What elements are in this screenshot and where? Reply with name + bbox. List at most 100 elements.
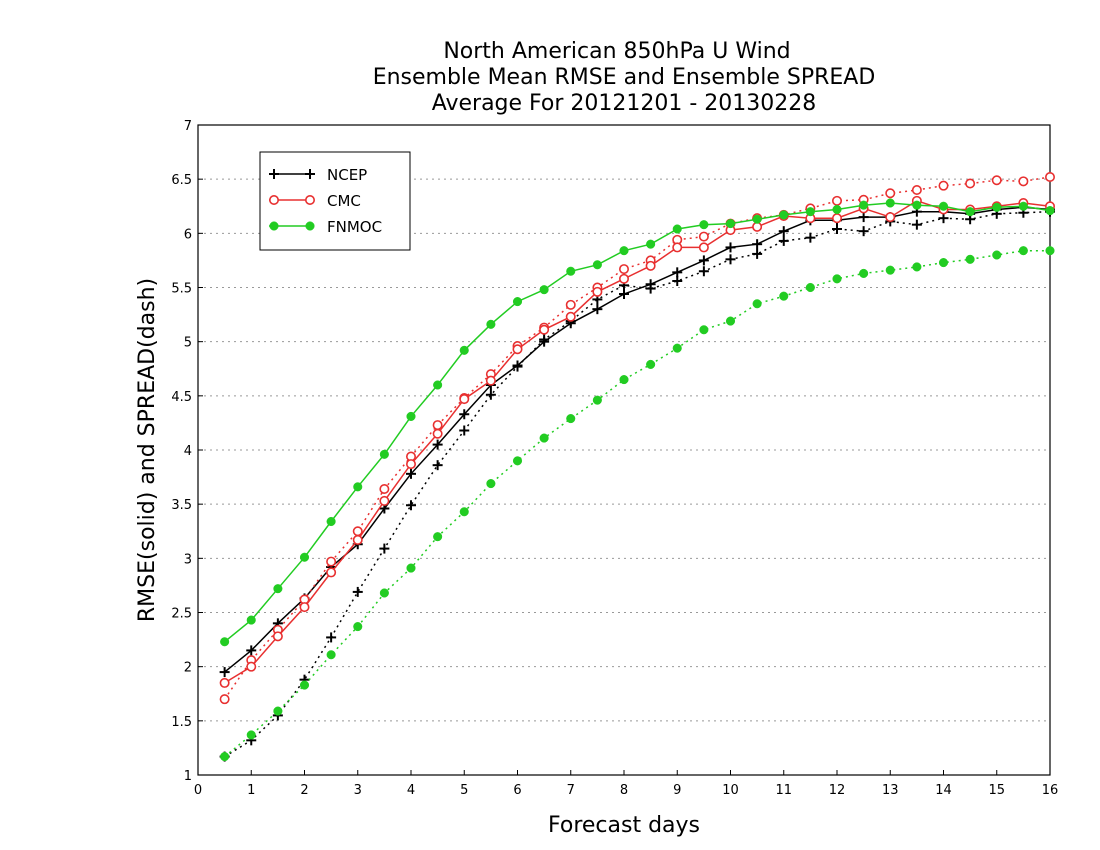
marker-ncep-spread bbox=[911, 219, 922, 230]
marker-cmc-spread bbox=[831, 195, 842, 206]
marker-fnmoc-rmse bbox=[486, 319, 496, 329]
cmc-spread-line bbox=[223, 176, 1051, 700]
marker-fnmoc-rmse bbox=[965, 207, 975, 217]
marker-ncep-spread bbox=[672, 276, 683, 286]
marker-fnmoc-rmse bbox=[1018, 201, 1028, 211]
marker-cmc-rmse bbox=[592, 286, 603, 297]
marker-fnmoc-rmse bbox=[433, 380, 443, 390]
legend-label-cmc: CMC bbox=[327, 192, 361, 210]
marker-fnmoc-rmse bbox=[805, 207, 815, 217]
marker-cmc-rmse bbox=[618, 273, 629, 284]
marker-cmc-spread bbox=[618, 264, 629, 275]
marker-ncep-rmse bbox=[619, 289, 629, 299]
x-tick-label: 1 bbox=[247, 783, 255, 798]
marker-ncep-spread bbox=[752, 248, 763, 259]
marker-fnmoc-spread bbox=[672, 343, 682, 353]
y-axis-label: RMSE(solid) and SPREAD(dash) bbox=[135, 278, 160, 622]
marker-cmc-spread bbox=[885, 188, 896, 199]
x-tick-label: 15 bbox=[988, 783, 1005, 798]
marker-ncep-spread bbox=[406, 500, 416, 511]
marker-ncep-rmse bbox=[645, 279, 656, 290]
marker-fnmoc-spread bbox=[965, 254, 975, 264]
x-tick-label: 3 bbox=[354, 783, 362, 798]
marker-cmc-rmse bbox=[885, 212, 896, 223]
ncep-spread-line bbox=[224, 210, 1051, 758]
legend-label-ncep: NCEP bbox=[327, 166, 367, 184]
marker-fnmoc-rmse bbox=[725, 219, 736, 229]
marker-ncep-rmse bbox=[778, 226, 789, 237]
marker-cmc-spread bbox=[911, 185, 922, 196]
marker-fnmoc-spread bbox=[859, 268, 869, 278]
y-tick-label: 5.5 bbox=[171, 282, 192, 297]
marker-fnmoc-rmse bbox=[273, 584, 283, 594]
marker-fnmoc-spread bbox=[326, 650, 336, 660]
marker-fnmoc-spread bbox=[938, 258, 949, 268]
marker-fnmoc-spread bbox=[539, 433, 549, 443]
marker-fnmoc-spread bbox=[486, 479, 496, 489]
marker-cmc-rmse bbox=[539, 324, 550, 335]
marker-cmc-spread bbox=[938, 180, 949, 191]
chart-title: North American 850hPa U Wind Ensemble Me… bbox=[373, 39, 876, 116]
marker-fnmoc-spread bbox=[646, 359, 656, 369]
y-tick-label: 4.5 bbox=[171, 390, 192, 405]
x-tick-label: 11 bbox=[775, 783, 792, 798]
y-tick-label: 3 bbox=[184, 552, 192, 567]
marker-ncep-rmse bbox=[698, 255, 709, 266]
marker-ncep-spread bbox=[379, 543, 390, 554]
marker-cmc-rmse bbox=[432, 428, 443, 439]
marker-fnmoc-rmse bbox=[859, 200, 869, 210]
marker-fnmoc-spread bbox=[912, 262, 922, 272]
marker-cmc-spread bbox=[1018, 176, 1029, 187]
marker-cmc-spread bbox=[1045, 172, 1056, 183]
marker-fnmoc-rmse bbox=[592, 260, 602, 270]
x-tick-label: 4 bbox=[407, 783, 415, 798]
marker-cmc-rmse bbox=[565, 311, 576, 322]
marker-cmc-rmse bbox=[831, 213, 842, 224]
y-tick-label: 1.5 bbox=[171, 715, 192, 730]
marker-cmc-rmse bbox=[672, 242, 683, 253]
marker-cmc-rmse bbox=[405, 459, 416, 470]
marker-ncep-rmse bbox=[406, 468, 416, 479]
x-tick-label: 6 bbox=[513, 783, 521, 798]
y-tick-label: 5 bbox=[184, 336, 192, 351]
y-tick-label: 2.5 bbox=[171, 607, 192, 622]
marker-cmc-spread bbox=[379, 483, 390, 494]
marker-fnmoc-rmse bbox=[326, 516, 336, 527]
marker-ncep-spread bbox=[352, 586, 363, 597]
marker-fnmoc-spread bbox=[379, 588, 389, 598]
marker-cmc-spread bbox=[432, 420, 443, 431]
marker-fnmoc-spread bbox=[246, 730, 256, 740]
marker-cmc-spread bbox=[352, 526, 363, 537]
ncep-rmse-line bbox=[224, 206, 1051, 673]
marker-fnmoc-legend-right bbox=[305, 221, 315, 231]
marker-fnmoc-spread bbox=[752, 299, 762, 309]
series bbox=[219, 172, 1056, 762]
x-tick-label: 16 bbox=[1042, 783, 1059, 798]
x-tick-label: 12 bbox=[829, 783, 846, 798]
marker-cmc-spread bbox=[698, 231, 709, 242]
marker-fnmoc-legend-left bbox=[269, 221, 279, 231]
marker-ncep-rmse bbox=[539, 336, 550, 347]
marker-cmc-rmse bbox=[698, 242, 709, 253]
marker-fnmoc-rmse bbox=[912, 200, 922, 210]
marker-fnmoc-rmse bbox=[672, 224, 682, 234]
marker-cmc-rmse bbox=[246, 661, 257, 672]
marker-cmc-legend-right bbox=[304, 195, 315, 206]
marker-fnmoc-spread bbox=[1018, 246, 1028, 256]
marker-fnmoc-rmse bbox=[353, 482, 363, 492]
marker-ncep-spread bbox=[459, 425, 470, 436]
title-line-2: Ensemble Mean RMSE and Ensemble SPREAD bbox=[373, 65, 876, 90]
marker-ncep-rmse bbox=[512, 360, 523, 371]
y-tick-label: 2 bbox=[184, 661, 192, 676]
y-tick-label: 7 bbox=[184, 119, 192, 134]
marker-fnmoc-spread bbox=[619, 375, 629, 385]
marker-fnmoc-spread bbox=[1045, 246, 1055, 256]
marker-ncep-rmse bbox=[459, 409, 470, 420]
x-tick-label: 2 bbox=[300, 783, 308, 798]
marker-ncep-spread bbox=[326, 632, 337, 643]
fnmoc-spread-line bbox=[224, 249, 1050, 758]
marker-fnmoc-spread bbox=[779, 291, 789, 301]
x-axis: 0 1 2 3 4 5 6 7 8 9 10 11 12 13 14 15 16 bbox=[194, 770, 1058, 798]
marker-fnmoc-rmse bbox=[885, 198, 895, 208]
